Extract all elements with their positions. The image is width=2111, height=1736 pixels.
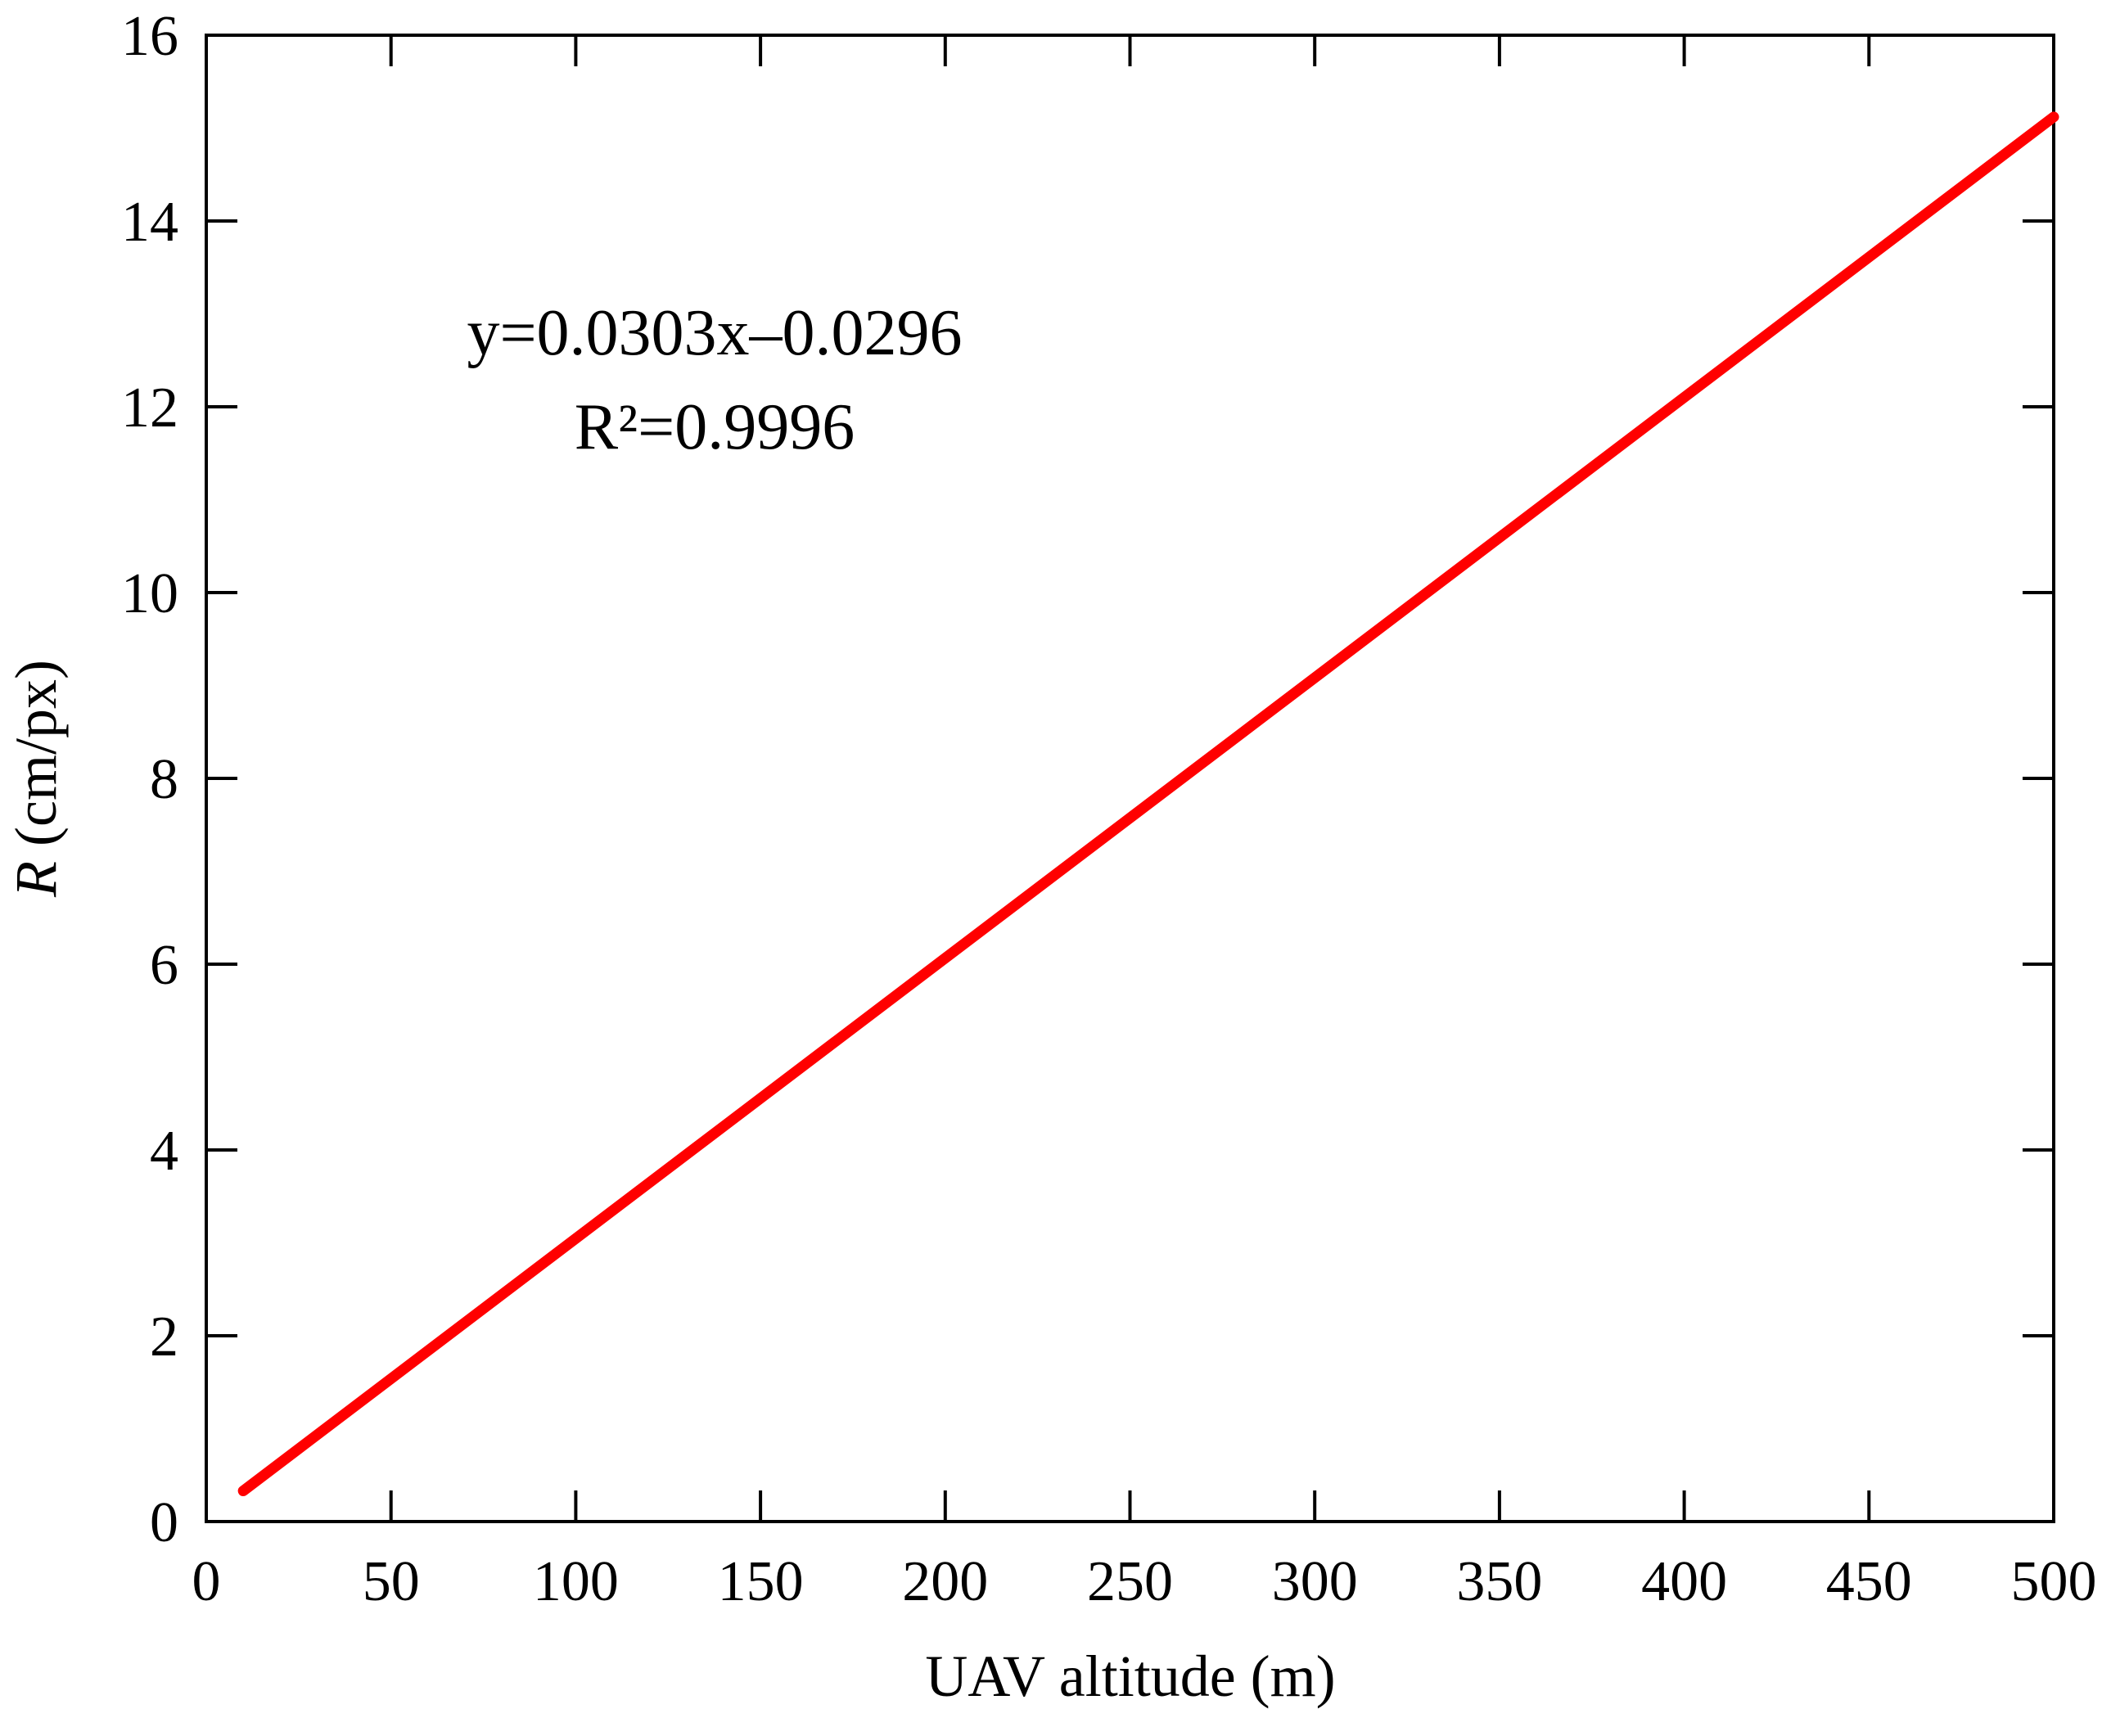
- equation-annotation: y=0.0303x–0.0296: [467, 297, 962, 369]
- series-layer: [237, 111, 2059, 1497]
- y-tick-label: 0: [150, 1491, 178, 1554]
- x-tick-label: 400: [1641, 1550, 1727, 1613]
- y-axis-variable: R: [3, 861, 69, 898]
- x-tick-label: 200: [902, 1550, 988, 1613]
- x-tick-label: 450: [1826, 1550, 1912, 1613]
- y-tick-label: 2: [150, 1305, 178, 1369]
- plot-frame: [205, 34, 2055, 1523]
- r-squared-annotation: R²=0.9996: [575, 391, 855, 463]
- y-axis-unit: (cm/px): [3, 660, 69, 846]
- series-line: [237, 111, 2059, 1497]
- y-tick-label: 16: [121, 5, 178, 68]
- x-tick-label: 100: [533, 1550, 619, 1613]
- x-tick-label: 500: [2011, 1550, 2097, 1613]
- x-tick-label: 0: [192, 1550, 221, 1613]
- x-tick-label: 150: [718, 1550, 804, 1613]
- y-tick-label: 6: [150, 934, 178, 997]
- x-tick-label: 350: [1456, 1550, 1542, 1613]
- x-axis-label: UAV altitude (m): [925, 1644, 1335, 1709]
- y-axis-label: R (cm/px): [3, 660, 69, 898]
- x-tick-label: 250: [1087, 1550, 1173, 1613]
- x-tick-label: 50: [363, 1550, 420, 1613]
- y-tick-label: 4: [150, 1120, 178, 1183]
- y-tick-label: 12: [121, 377, 178, 440]
- y-tick-label: 8: [150, 748, 178, 811]
- y-axis-ticks: 0 2 4 6 8 10 12 14 16: [121, 5, 2054, 1554]
- y-tick-label: 14: [121, 191, 178, 254]
- y-tick-label: 10: [121, 562, 178, 625]
- x-tick-label: 300: [1272, 1550, 1358, 1613]
- x-axis-ticks: 0 50 100 150 200 250 300 350 400 450 500: [192, 35, 2097, 1613]
